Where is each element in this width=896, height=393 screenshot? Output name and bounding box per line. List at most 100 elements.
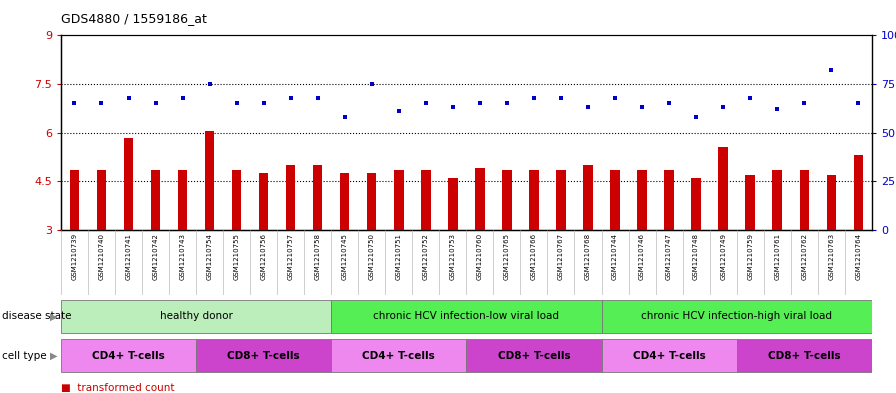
Point — [824, 67, 839, 73]
Point — [607, 94, 622, 101]
Text: GSM1210758: GSM1210758 — [314, 233, 321, 280]
Bar — [467, 340, 601, 372]
Bar — [61, 340, 196, 372]
Point — [283, 94, 297, 101]
Text: GSM1210759: GSM1210759 — [747, 233, 754, 280]
Bar — [448, 178, 458, 230]
Bar — [854, 155, 863, 230]
Bar — [664, 170, 674, 230]
Text: GSM1210766: GSM1210766 — [531, 233, 537, 280]
Bar — [259, 173, 269, 230]
Bar — [97, 170, 107, 230]
Point — [256, 100, 271, 107]
Point — [365, 81, 379, 87]
Text: GSM1210744: GSM1210744 — [612, 233, 618, 280]
Point — [392, 108, 406, 114]
Text: GSM1210752: GSM1210752 — [423, 233, 429, 280]
Point — [67, 100, 82, 107]
Point — [229, 100, 244, 107]
Text: ■  transformed count: ■ transformed count — [61, 383, 175, 393]
Bar — [332, 300, 601, 332]
Point — [527, 94, 541, 101]
Text: GSM1210754: GSM1210754 — [207, 233, 212, 280]
Text: CD8+ T-cells: CD8+ T-cells — [228, 351, 300, 361]
Bar — [772, 170, 782, 230]
Text: healthy donor: healthy donor — [159, 311, 233, 321]
Text: GSM1210747: GSM1210747 — [666, 233, 672, 280]
Bar — [61, 230, 872, 263]
Text: GSM1210755: GSM1210755 — [234, 233, 239, 280]
Text: GDS4880 / 1559186_at: GDS4880 / 1559186_at — [61, 12, 207, 25]
Text: GSM1210743: GSM1210743 — [179, 233, 185, 280]
Bar — [151, 170, 160, 230]
Point — [851, 100, 866, 107]
Text: GSM1210742: GSM1210742 — [152, 233, 159, 280]
Text: CD8+ T-cells: CD8+ T-cells — [768, 351, 840, 361]
Text: GSM1210765: GSM1210765 — [504, 233, 510, 280]
Point — [770, 106, 784, 112]
Text: GSM1210739: GSM1210739 — [72, 233, 77, 280]
Text: GSM1210768: GSM1210768 — [585, 233, 591, 280]
Text: GSM1210767: GSM1210767 — [558, 233, 564, 280]
Point — [635, 104, 650, 110]
Text: GSM1210756: GSM1210756 — [261, 233, 267, 280]
Text: cell type: cell type — [2, 351, 47, 361]
Text: CD8+ T-cells: CD8+ T-cells — [497, 351, 570, 361]
Text: chronic HCV infection-low viral load: chronic HCV infection-low viral load — [374, 311, 559, 321]
Point — [149, 100, 163, 107]
Bar — [745, 175, 755, 230]
Point — [311, 94, 325, 101]
Text: CD4+ T-cells: CD4+ T-cells — [633, 351, 705, 361]
Point — [554, 94, 568, 101]
Text: GSM1210764: GSM1210764 — [856, 233, 861, 280]
Bar — [313, 165, 323, 230]
Text: GSM1210741: GSM1210741 — [125, 233, 132, 280]
Bar — [340, 173, 349, 230]
Text: GSM1210763: GSM1210763 — [828, 233, 834, 280]
Bar — [556, 170, 565, 230]
Point — [418, 100, 433, 107]
Point — [797, 100, 812, 107]
Text: CD4+ T-cells: CD4+ T-cells — [362, 351, 435, 361]
Text: GSM1210757: GSM1210757 — [288, 233, 294, 280]
Text: GSM1210748: GSM1210748 — [694, 233, 699, 280]
Point — [743, 94, 757, 101]
Bar — [692, 178, 701, 230]
Bar — [196, 340, 332, 372]
Text: GSM1210749: GSM1210749 — [720, 233, 726, 280]
Bar — [70, 170, 79, 230]
Bar — [421, 170, 431, 230]
Point — [473, 100, 487, 107]
Text: GSM1210745: GSM1210745 — [341, 233, 348, 280]
Bar — [601, 340, 737, 372]
Point — [500, 100, 514, 107]
Bar — [286, 165, 296, 230]
Point — [338, 114, 352, 120]
Text: chronic HCV infection-high viral load: chronic HCV infection-high viral load — [642, 311, 832, 321]
Bar — [601, 300, 872, 332]
Bar — [61, 300, 332, 332]
Text: CD4+ T-cells: CD4+ T-cells — [92, 351, 165, 361]
Text: GSM1210740: GSM1210740 — [99, 233, 105, 280]
Point — [689, 114, 703, 120]
Bar — [826, 175, 836, 230]
Text: GSM1210751: GSM1210751 — [396, 233, 401, 280]
Point — [581, 104, 595, 110]
Point — [176, 94, 190, 101]
Point — [121, 94, 135, 101]
Text: GSM1210762: GSM1210762 — [801, 233, 807, 280]
Bar — [637, 170, 647, 230]
Bar — [332, 340, 467, 372]
Bar — [177, 170, 187, 230]
Point — [662, 100, 676, 107]
Point — [445, 104, 460, 110]
Point — [202, 81, 217, 87]
Text: GSM1210753: GSM1210753 — [450, 233, 456, 280]
Bar — [583, 165, 593, 230]
Text: GSM1210746: GSM1210746 — [639, 233, 645, 280]
Point — [716, 104, 730, 110]
Bar — [394, 170, 403, 230]
Text: GSM1210761: GSM1210761 — [774, 233, 780, 280]
Bar — [737, 340, 872, 372]
Bar — [610, 170, 620, 230]
